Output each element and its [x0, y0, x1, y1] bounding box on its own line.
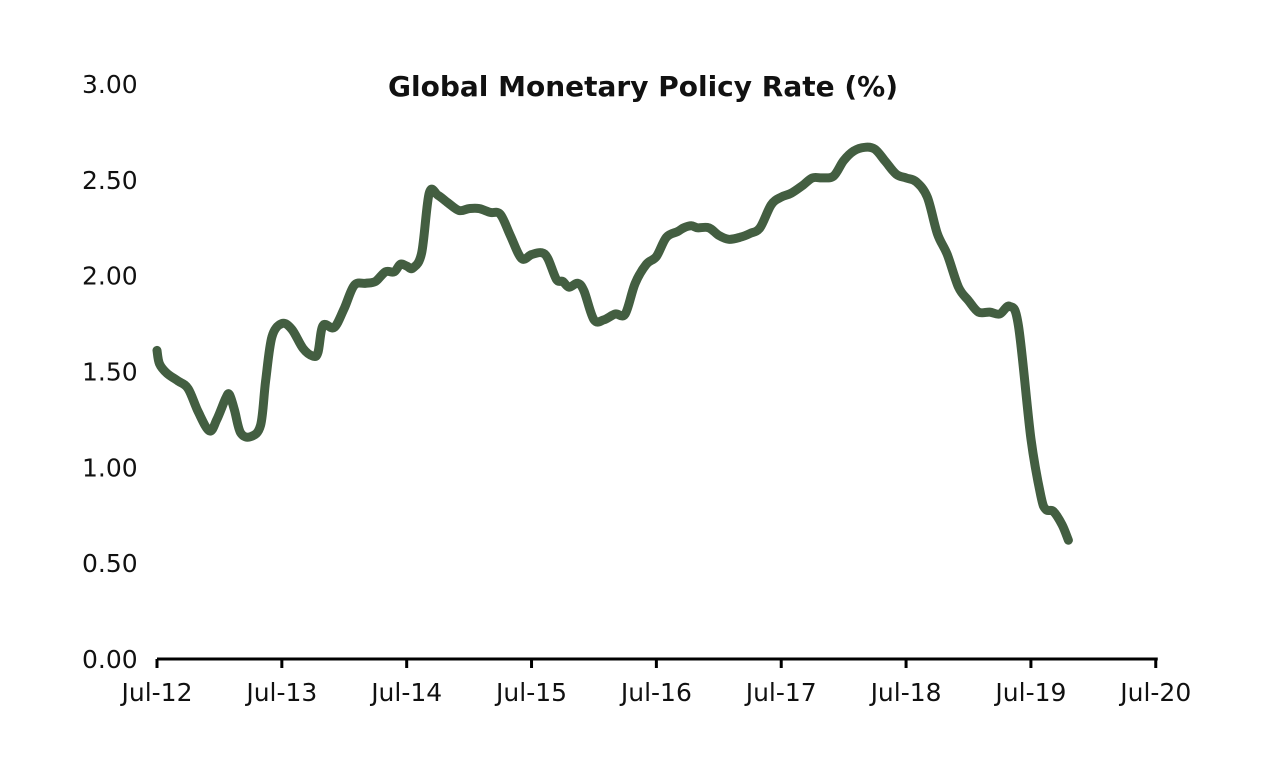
y-axis: 0.00 0.50 1.00 1.50 2.00 2.50 3.00 — [82, 70, 138, 674]
series-line — [152, 142, 1073, 545]
y-tick-label: 2.00 — [82, 262, 138, 291]
y-tick-label: 2.50 — [82, 166, 138, 195]
series-layer — [152, 142, 1073, 545]
y-tick-label: 0.00 — [82, 645, 138, 674]
x-tick-label: Jul-19 — [993, 678, 1066, 707]
x-tick-label: Jul-16 — [619, 678, 692, 707]
y-tick-label: 1.00 — [82, 453, 138, 482]
x-tick-label: Jul-12 — [120, 678, 193, 707]
chart-title: Global Monetary Policy Rate (%) — [388, 70, 898, 103]
y-tick-label: 0.50 — [82, 549, 138, 578]
x-tick-label: Jul-18 — [869, 678, 942, 707]
x-tick-label: Jul-13 — [244, 678, 317, 707]
x-tick-label: Jul-17 — [744, 678, 817, 707]
y-tick-label: 3.00 — [82, 70, 138, 99]
x-tick-label: Jul-14 — [369, 678, 442, 707]
x-tick-label: Jul-20 — [1118, 678, 1191, 707]
y-tick-label: 1.50 — [82, 358, 138, 387]
x-axis: Jul-12 Jul-13 Jul-14 Jul-15 Jul-16 Jul-17 Jul-… — [120, 657, 1191, 707]
x-tick-label: Jul-15 — [494, 678, 567, 707]
